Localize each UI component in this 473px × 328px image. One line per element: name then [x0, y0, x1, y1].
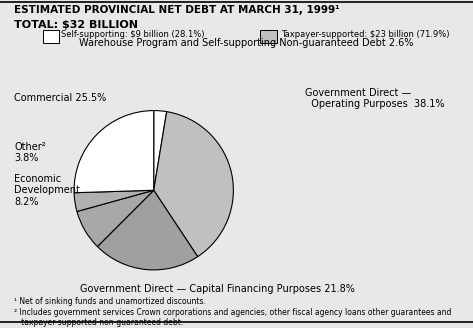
Text: Warehouse Program and Self-supporting Non-guaranteed Debt 2.6%: Warehouse Program and Self-supporting No…: [79, 38, 413, 48]
Wedge shape: [74, 190, 154, 212]
Text: Taxpayer-supported: $23 billion (71.9%): Taxpayer-supported: $23 billion (71.9%): [281, 30, 450, 39]
Text: Economic
Development
8.2%: Economic Development 8.2%: [14, 174, 80, 207]
Text: Government Direct —
  Operating Purposes  38.1%: Government Direct — Operating Purposes 3…: [305, 88, 445, 109]
Text: TOTAL: $32 BILLION: TOTAL: $32 BILLION: [14, 20, 138, 30]
Text: ESTIMATED PROVINCIAL NET DEBT AT MARCH 31, 1999¹: ESTIMATED PROVINCIAL NET DEBT AT MARCH 3…: [14, 5, 340, 15]
Wedge shape: [154, 112, 233, 257]
Wedge shape: [154, 111, 166, 190]
Text: Self-supporting: $9 billion (28.1%): Self-supporting: $9 billion (28.1%): [61, 30, 205, 39]
Wedge shape: [77, 190, 154, 247]
Wedge shape: [97, 190, 198, 270]
Text: Government Direct — Capital Financing Purposes 21.8%: Government Direct — Capital Financing Pu…: [80, 284, 355, 294]
Text: ² Includes government services Crown corporations and agencies, other fiscal age: ² Includes government services Crown cor…: [14, 308, 452, 327]
Wedge shape: [74, 111, 154, 193]
Text: Other²
3.8%: Other² 3.8%: [14, 142, 46, 163]
Text: ¹ Net of sinking funds and unamortized discounts.: ¹ Net of sinking funds and unamortized d…: [14, 297, 206, 306]
Text: Commercial 25.5%: Commercial 25.5%: [14, 93, 106, 103]
